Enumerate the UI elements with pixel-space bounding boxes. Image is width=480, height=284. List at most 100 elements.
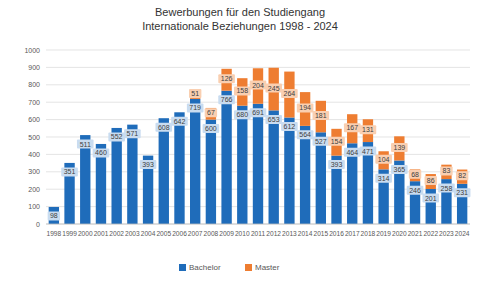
bar: [237, 106, 247, 224]
data-label-box: [281, 122, 298, 131]
bars: [49, 68, 468, 224]
data-label-box: [440, 166, 452, 175]
bar: [363, 142, 373, 224]
bar: [237, 78, 247, 105]
data-label-box: [360, 147, 377, 156]
bar: [426, 174, 436, 189]
data-label: 393: [331, 161, 343, 168]
data-label: 314: [378, 175, 390, 182]
bar: [159, 118, 169, 224]
data-label-box: [422, 194, 439, 203]
data-label: 86: [427, 177, 435, 184]
bar: [457, 184, 467, 224]
y-tick-label: 100: [28, 203, 40, 210]
x-tick-label: 1998: [47, 230, 62, 237]
data-label-box: [124, 129, 141, 138]
data-label-box: [407, 186, 424, 195]
data-label-box: [360, 125, 377, 134]
bar: [441, 165, 451, 179]
bar: [284, 72, 294, 118]
bar: [284, 118, 294, 224]
data-label-box: [140, 160, 157, 169]
bar: [96, 144, 106, 224]
data-label-box: [375, 174, 392, 183]
data-label: 98: [50, 212, 58, 219]
data-label: 154: [331, 138, 343, 145]
bar: [410, 181, 420, 224]
x-tick-label: 2015: [313, 230, 328, 237]
data-label: 258: [441, 185, 453, 192]
data-label: 245: [268, 85, 280, 92]
data-label: 608: [158, 124, 170, 131]
legend-label: Bachelor: [189, 263, 221, 272]
x-tick-label: 1999: [62, 230, 77, 237]
x-tick-label: 2007: [188, 230, 203, 237]
x-tick-label: 2006: [172, 230, 187, 237]
bar: [394, 136, 404, 160]
bar: [316, 132, 326, 224]
data-label: 460: [95, 149, 107, 156]
bar: [441, 179, 451, 224]
title: Bewerbungen für den Studiengang: [155, 6, 325, 18]
x-tick-label: 2008: [204, 230, 219, 237]
bar: [300, 92, 310, 126]
x-tick-label: 2002: [109, 230, 124, 237]
data-label: 83: [443, 167, 451, 174]
data-label: 766: [221, 96, 233, 103]
data-label: 564: [299, 131, 311, 138]
data-label-box: [328, 137, 345, 146]
data-label: 511: [80, 141, 91, 148]
data-label-box: [218, 74, 235, 83]
data-label: 351: [64, 168, 76, 175]
data-label: 393: [142, 161, 154, 168]
data-label: 82: [458, 172, 466, 179]
y-tick-label: 800: [28, 81, 40, 88]
legend-swatch: [179, 264, 186, 271]
data-label-box: [48, 211, 60, 220]
data-label: 158: [236, 87, 248, 94]
data-label: 51: [191, 90, 199, 97]
x-tick-label: 2021: [408, 230, 423, 237]
data-label-box: [313, 137, 330, 146]
data-label-box: [313, 111, 330, 120]
data-label: 104: [378, 156, 390, 163]
chart-container: Bewerbungen für den StudiengangInternati…: [0, 0, 480, 284]
data-label: 680: [236, 111, 248, 118]
data-label-box: [454, 188, 471, 197]
data-label-box: [344, 148, 361, 157]
bar: [49, 207, 59, 224]
bar: [394, 160, 404, 224]
data-label-box: [297, 103, 314, 112]
data-label: 167: [346, 124, 358, 131]
data-label-box: [77, 140, 94, 149]
data-label-box: [456, 171, 468, 180]
data-label-box: [391, 143, 408, 152]
data-label-box: [425, 176, 437, 185]
data-label: 571: [127, 130, 139, 137]
x-tick-label: 2023: [439, 230, 454, 237]
bar: [316, 101, 326, 132]
data-label-box: [171, 117, 188, 126]
bar: [111, 128, 121, 224]
bar: [347, 143, 357, 224]
data-label: 642: [174, 118, 186, 125]
data-label: 126: [221, 75, 233, 82]
data-label-box: [155, 123, 172, 132]
data-label-box: [189, 89, 201, 98]
bar: [221, 91, 231, 224]
bar: [269, 110, 279, 224]
data-label-box: [234, 110, 251, 119]
bar: [378, 169, 388, 224]
y-tick-label: 700: [28, 99, 40, 106]
data-label: 264: [284, 90, 296, 97]
data-label: 181: [315, 112, 327, 119]
bar: [457, 170, 467, 184]
data-label-box: [344, 123, 361, 132]
x-tick-label: 2017: [345, 230, 360, 237]
bar: [410, 169, 420, 181]
grid-line: [46, 224, 470, 225]
x-tick-label: 2019: [376, 230, 391, 237]
x-tick-label: 2012: [266, 230, 281, 237]
data-label-box: [234, 86, 251, 95]
x-tick-label: 2011: [251, 230, 266, 237]
